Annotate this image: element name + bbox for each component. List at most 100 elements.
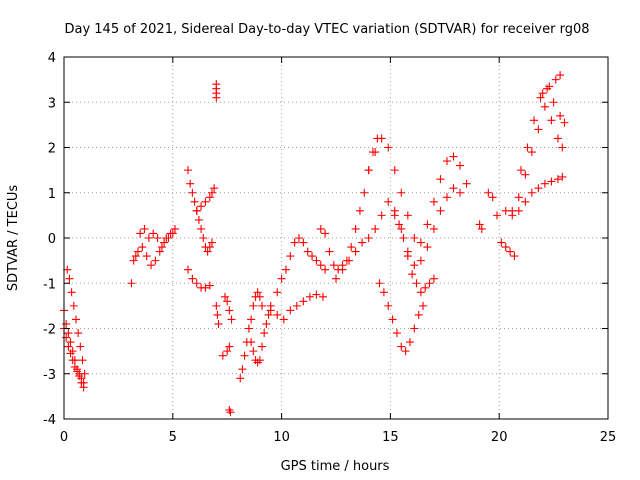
x-tick-label: 5 xyxy=(169,430,177,445)
data-point xyxy=(508,206,517,215)
data-point xyxy=(66,338,75,347)
data-point xyxy=(218,351,227,360)
data-point xyxy=(351,247,360,256)
data-point xyxy=(249,347,258,356)
data-point xyxy=(255,356,264,365)
data-point xyxy=(151,256,160,265)
data-point xyxy=(262,319,271,328)
data-point xyxy=(79,378,88,387)
data-point xyxy=(192,279,201,288)
data-point xyxy=(545,82,554,91)
data-point xyxy=(321,265,330,274)
data-point xyxy=(266,301,275,310)
data-point xyxy=(534,184,543,193)
data-point xyxy=(292,301,301,310)
data-point xyxy=(164,234,173,242)
axis-ticks xyxy=(63,56,609,420)
y-tick-label: 1 xyxy=(48,187,56,202)
data-point xyxy=(390,166,399,175)
data-point xyxy=(192,206,201,215)
data-point xyxy=(392,329,401,338)
data-point xyxy=(536,93,545,102)
data-point xyxy=(429,224,438,233)
data-point xyxy=(67,288,76,297)
data-point xyxy=(225,306,234,315)
data-point xyxy=(523,143,532,152)
data-point xyxy=(303,247,312,256)
data-point xyxy=(371,224,380,233)
data-point xyxy=(197,202,206,211)
data-point xyxy=(456,188,465,197)
data-point xyxy=(264,310,273,319)
data-point xyxy=(147,261,156,270)
data-point xyxy=(299,297,308,306)
data-point xyxy=(416,238,425,247)
data-point xyxy=(375,279,384,288)
data-point xyxy=(273,288,282,297)
data-point xyxy=(64,342,73,351)
data-point xyxy=(449,152,458,161)
x-tick-label: 10 xyxy=(273,430,290,445)
y-tick-label: -4 xyxy=(43,413,56,428)
data-point xyxy=(321,229,330,238)
data-point xyxy=(140,224,149,233)
data-point xyxy=(68,356,77,365)
data-point xyxy=(286,252,295,261)
x-tick-label: 0 xyxy=(60,430,68,445)
data-point xyxy=(205,193,214,202)
data-point xyxy=(497,238,506,247)
data-point xyxy=(530,116,539,125)
data-point xyxy=(488,193,497,202)
y-tick-label: 4 xyxy=(48,51,56,66)
y-axis-label: SDTVAR / TECUs xyxy=(6,185,21,292)
data-point xyxy=(364,234,373,242)
x-tick-label: 20 xyxy=(491,430,508,445)
data-point xyxy=(212,301,221,310)
data-point xyxy=(358,238,367,247)
data-point xyxy=(423,243,432,252)
data-point xyxy=(384,197,393,206)
data-point xyxy=(244,324,253,333)
data-point xyxy=(425,279,434,288)
data-point xyxy=(377,211,386,220)
data-point xyxy=(214,319,223,328)
data-point xyxy=(549,98,558,107)
data-point xyxy=(412,279,421,288)
data-point xyxy=(423,220,432,229)
data-point xyxy=(355,206,364,215)
x-tick-label: 25 xyxy=(600,430,617,445)
data-point xyxy=(273,310,282,319)
data-point xyxy=(527,188,536,197)
data-point xyxy=(226,408,235,417)
data-point xyxy=(477,224,486,233)
data-point xyxy=(258,342,267,351)
data-point xyxy=(510,252,519,261)
data-point xyxy=(560,118,569,127)
data-point xyxy=(405,338,414,347)
data-point xyxy=(516,166,525,175)
data-point xyxy=(201,283,210,292)
data-point xyxy=(127,279,136,288)
data-point xyxy=(205,281,214,290)
data-point xyxy=(277,274,286,283)
data-point xyxy=(384,301,393,310)
data-point xyxy=(329,261,338,270)
data-point xyxy=(210,184,219,193)
data-point xyxy=(553,175,562,184)
data-point xyxy=(449,184,458,193)
data-point xyxy=(258,301,267,310)
data-point xyxy=(65,274,74,283)
data-point xyxy=(221,292,230,301)
data-point xyxy=(442,193,451,202)
data-point xyxy=(142,252,151,261)
data-point xyxy=(436,175,445,184)
data-point xyxy=(160,238,169,247)
data-point xyxy=(71,315,80,324)
x-tick-label: 15 xyxy=(382,430,399,445)
data-point xyxy=(184,166,193,175)
data-point xyxy=(347,243,356,252)
data-point xyxy=(64,329,73,338)
y-tick-label: 2 xyxy=(48,142,56,157)
data-point xyxy=(364,166,373,175)
data-point xyxy=(281,265,290,274)
